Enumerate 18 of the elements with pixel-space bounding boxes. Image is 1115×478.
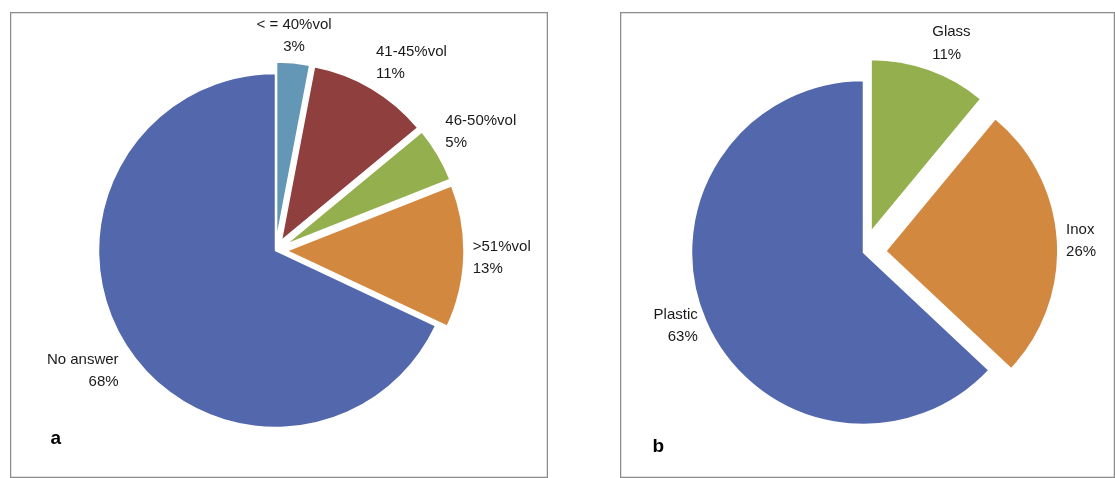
slice-label: 46-50%vol — [445, 110, 517, 128]
slice-label: 41-45%vol — [375, 41, 447, 59]
slice-label: Inox — [1066, 220, 1095, 238]
text: a — [50, 427, 62, 448]
data-label: 11% — [932, 44, 962, 62]
slice-label: >51%vol — [472, 237, 531, 255]
text: b — [652, 435, 665, 456]
data-label: 63% — [667, 326, 698, 344]
slice-label: Plastic — [653, 304, 699, 322]
data-label: 68% — [88, 372, 119, 390]
slice-label: Glass — [932, 22, 971, 40]
slice-label: < = 40%vol — [256, 14, 332, 32]
slice-label: No answer — [46, 350, 119, 368]
data-label: 26% — [1066, 242, 1097, 260]
data-label: 3% — [283, 37, 305, 55]
data-label: 11% — [375, 63, 405, 81]
data-label: 5% — [445, 133, 468, 151]
data-label: 13% — [472, 259, 503, 277]
